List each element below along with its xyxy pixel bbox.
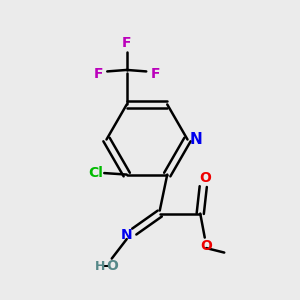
- Text: F: F: [122, 36, 131, 50]
- Text: H: H: [95, 260, 106, 273]
- Text: F: F: [151, 68, 160, 81]
- Text: Cl: Cl: [88, 166, 103, 180]
- Text: O: O: [199, 171, 211, 185]
- Text: O: O: [200, 239, 212, 253]
- Text: O: O: [106, 259, 118, 273]
- Text: N: N: [190, 132, 202, 147]
- Text: F: F: [94, 68, 103, 81]
- Text: N: N: [121, 228, 133, 242]
